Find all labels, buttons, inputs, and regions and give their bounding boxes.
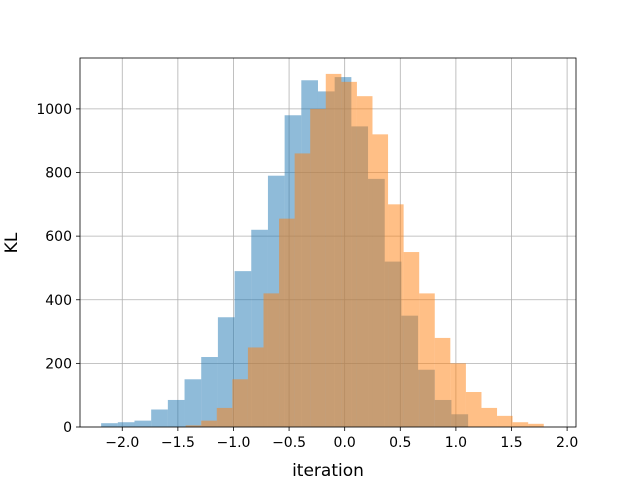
x-tick-label: −0.5 (272, 435, 306, 451)
histogram-bars (101, 73, 544, 428)
histogram-bar-series-1 (117, 422, 135, 427)
histogram-bar-series-2 (450, 363, 466, 427)
plot-frame (79, 57, 577, 428)
histogram-bar-series-2 (247, 347, 264, 427)
histogram-bar-series-1 (134, 420, 152, 427)
histogram-bar-series-2 (528, 423, 544, 427)
histogram-bar-series-2 (512, 422, 529, 427)
histogram-bar-series-2 (403, 252, 420, 427)
x-tick-label: −1.0 (216, 435, 250, 451)
histogram-bar-series-2 (419, 293, 435, 427)
x-tick-label: 0.0 (334, 435, 356, 451)
y-tick-label: 0 (63, 420, 72, 436)
histogram-bar-series-1 (151, 409, 168, 427)
histogram-bar-series-2 (481, 407, 498, 427)
y-tick-label: 800 (45, 166, 72, 182)
histogram-bar-series-2 (185, 425, 202, 427)
x-tick-label: −1.5 (161, 435, 195, 451)
histogram-bar-series-2 (497, 415, 513, 427)
y-axis-label: KL (2, 232, 22, 253)
histogram-bar-series-2 (325, 73, 342, 427)
y-tick-label: 200 (45, 356, 72, 372)
histogram-bar-series-1 (201, 357, 218, 427)
histogram-bar-series-2 (388, 204, 404, 427)
histogram-bar-series-1 (217, 317, 235, 427)
y-tick-label: 1000 (36, 102, 72, 118)
histogram-bar-series-2 (341, 81, 357, 427)
x-axis-label: iteration (292, 461, 364, 480)
histogram-bar-series-2 (294, 153, 311, 427)
histogram-bar-series-2 (201, 420, 217, 427)
x-tick-label: 0.5 (389, 435, 411, 451)
axis-ticks: −2.0 −1.5 −1.0 −0.5 0.0 0.5 1.0 1.5 2.0 0 200 400 60… (36, 102, 578, 451)
y-tick-label: 600 (45, 229, 72, 245)
x-tick-label: 2.0 (556, 435, 578, 451)
histogram-bar-series-2 (310, 108, 326, 428)
histogram-bar-series-1 (167, 399, 185, 427)
x-tick-label: 1.5 (500, 435, 522, 451)
histogram-bar-series-1 (184, 379, 202, 427)
x-tick-label: 1.0 (445, 435, 467, 451)
histogram-bar-series-2 (465, 392, 482, 427)
histogram-bar-series-2 (372, 134, 389, 427)
histogram-bar-series-2 (216, 407, 233, 427)
histogram-bar-series-2 (434, 337, 451, 427)
histogram-bar-series-2 (279, 218, 295, 427)
histogram-bar-series-1 (101, 423, 118, 427)
histogram-bar-series-2 (263, 293, 280, 427)
histogram-bar-series-2 (356, 96, 373, 427)
histogram-bar-series-2 (232, 379, 248, 427)
x-tick-label: −2.0 (105, 435, 139, 451)
y-tick-label: 400 (45, 293, 72, 309)
